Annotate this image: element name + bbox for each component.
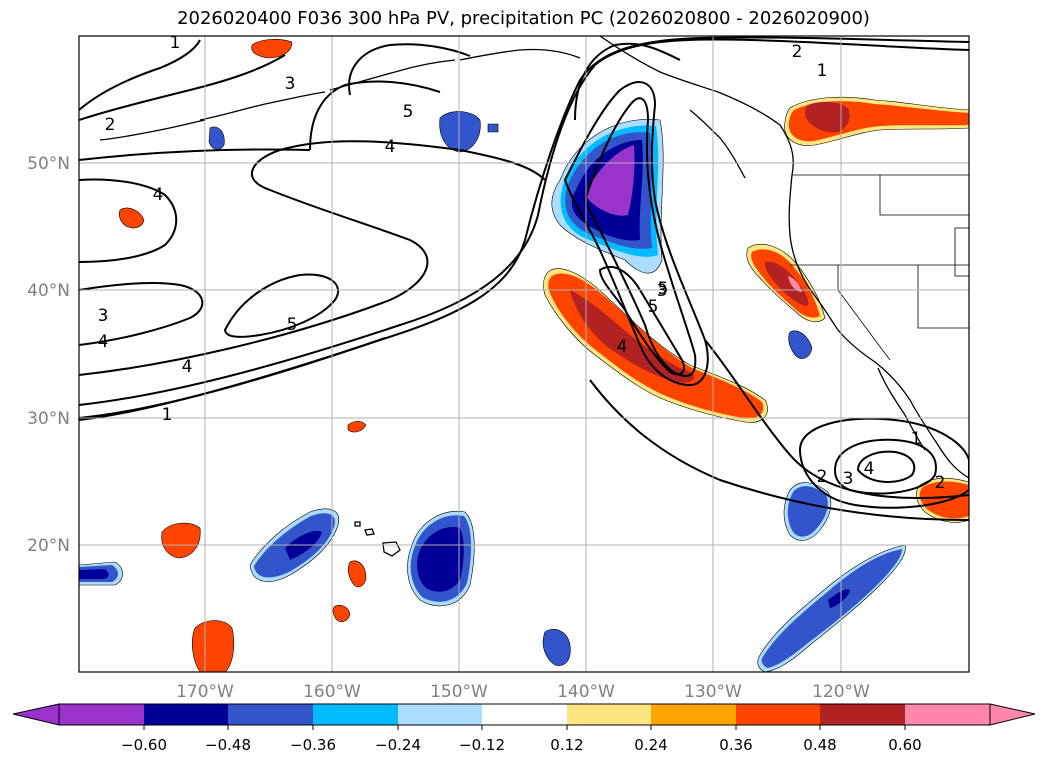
- contour-4: [79, 140, 546, 376]
- svg-text:5: 5: [287, 315, 298, 335]
- colorbar-tick-2: −0.36: [290, 736, 336, 754]
- colorbar-tick-5: 0.12: [550, 736, 583, 754]
- colorbar-swatch-5: [482, 704, 567, 725]
- svg-text:3: 3: [285, 74, 296, 94]
- svg-text:5: 5: [658, 279, 669, 299]
- colorbar-extend-right: [989, 703, 1036, 726]
- lon-label-130w: 130°W: [684, 682, 742, 702]
- svg-text:3: 3: [843, 469, 854, 489]
- colorbar-swatch-8: [736, 704, 820, 725]
- svg-text:3: 3: [657, 281, 668, 301]
- contour-1b: [79, 337, 386, 419]
- lon-label-140w: 140°W: [557, 682, 615, 702]
- borders: [790, 174, 969, 361]
- colorbar: −0.60 −0.48 −0.36 −0.24 −0.12 0.12 0.24 …: [12, 703, 1036, 754]
- contour-5b: [79, 178, 178, 263]
- colorbar-tick-1: −0.48: [205, 736, 251, 754]
- colorbar-swatch-4: [398, 704, 482, 725]
- lon-label-170w: 170°W: [176, 682, 234, 702]
- svg-text:1: 1: [170, 33, 181, 53]
- svg-text:4: 4: [182, 357, 193, 377]
- svg-text:2: 2: [105, 115, 116, 135]
- pv-contours: [79, 36, 969, 521]
- svg-text:2: 2: [935, 473, 946, 493]
- lat-label-50: 50°N: [27, 154, 70, 174]
- svg-text:1: 1: [162, 405, 173, 425]
- colorbar-extend-left: [12, 703, 60, 726]
- contour-labels: 1 2 3 4 5 2 1 4 5 5 3 4 4 1 5 4 3 1 2 3 …: [98, 33, 946, 493]
- coastlines: [99, 36, 969, 557]
- svg-text:5: 5: [648, 297, 659, 317]
- colorbar-tick-7: 0.36: [719, 736, 752, 754]
- colorbar-swatch-9: [820, 704, 905, 725]
- colorbar-swatch-7: [651, 704, 736, 725]
- lat-label-40: 40°N: [27, 281, 70, 301]
- contour-3: [79, 281, 204, 346]
- colorbar-tick-0: −0.60: [121, 736, 167, 754]
- lat-label-20: 20°N: [27, 536, 70, 556]
- svg-text:1: 1: [817, 61, 828, 81]
- colorbar-tick-9: 0.60: [888, 736, 921, 754]
- svg-text:4: 4: [864, 459, 875, 479]
- colorbar-swatch-6: [567, 704, 651, 725]
- graticule: [79, 36, 969, 672]
- svg-text:4: 4: [153, 185, 164, 205]
- svg-text:4: 4: [617, 337, 628, 357]
- lon-labels: 170°W 160°W 150°W 140°W 130°W 120°W: [176, 682, 870, 702]
- colorbar-tick-8: 0.48: [803, 736, 836, 754]
- colorbar-swatch-1: [144, 704, 228, 725]
- lat-label-30: 30°N: [27, 409, 70, 429]
- colorbar-tick-6: 0.24: [634, 736, 667, 754]
- svg-text:4: 4: [98, 332, 109, 352]
- contour-5: [223, 273, 340, 338]
- lon-label-160w: 160°W: [303, 682, 361, 702]
- svg-text:1: 1: [911, 429, 922, 449]
- contour-2: [79, 38, 969, 406]
- svg-text:2: 2: [792, 42, 803, 62]
- colorbar-swatch-2: [228, 704, 313, 725]
- colorbar-swatch-3: [313, 704, 398, 725]
- lon-label-120w: 120°W: [812, 682, 870, 702]
- svg-text:2: 2: [817, 467, 828, 487]
- colorbar-swatch-0: [59, 704, 144, 725]
- svg-text:5: 5: [403, 102, 414, 122]
- svg-text:3: 3: [98, 306, 109, 326]
- contour-4b: [79, 148, 311, 161]
- lat-labels: 50°N 40°N 30°N 20°N: [27, 154, 70, 556]
- colorbar-swatch-10: [905, 704, 990, 725]
- colorbar-tick-3: −0.24: [375, 736, 421, 754]
- plot-frame: [78, 35, 970, 673]
- colorbar-tick-4: −0.12: [459, 736, 505, 754]
- lon-label-150w: 150°W: [430, 682, 488, 702]
- svg-text:4: 4: [385, 137, 396, 157]
- map-title: 2026020400 F036 300 hPa PV, precipitatio…: [177, 8, 870, 29]
